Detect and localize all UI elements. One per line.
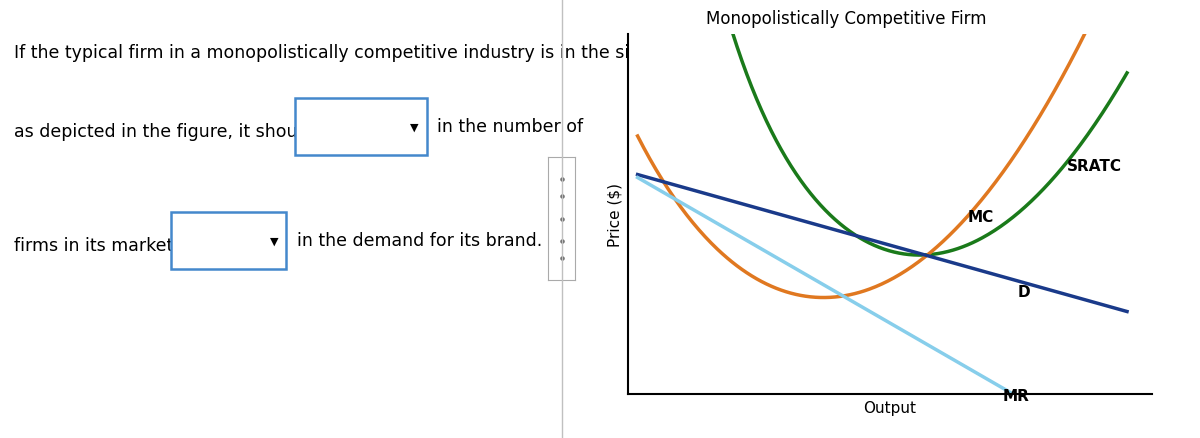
- Text: ▼: ▼: [270, 236, 278, 246]
- Y-axis label: Price ($): Price ($): [607, 183, 622, 247]
- Text: D: D: [1018, 284, 1030, 299]
- Text: Monopolistically Competitive Firm: Monopolistically Competitive Firm: [707, 10, 986, 28]
- Text: in the number of: in the number of: [437, 118, 583, 136]
- Text: If the typical firm in a monopolistically competitive industry is in the situati: If the typical firm in a monopolisticall…: [14, 44, 691, 62]
- Text: in the demand for its brand.: in the demand for its brand.: [296, 232, 541, 250]
- Text: as depicted in the figure, it should expect: as depicted in the figure, it should exp…: [14, 123, 378, 141]
- X-axis label: Output: Output: [863, 400, 917, 415]
- FancyBboxPatch shape: [295, 99, 427, 155]
- Text: MC: MC: [967, 209, 994, 224]
- Text: SRATC: SRATC: [1067, 158, 1122, 173]
- Text: ▼: ▼: [410, 122, 419, 132]
- Text: MR: MR: [1002, 389, 1030, 403]
- Text: firms in its market and: firms in its market and: [14, 237, 211, 254]
- FancyBboxPatch shape: [172, 212, 287, 269]
